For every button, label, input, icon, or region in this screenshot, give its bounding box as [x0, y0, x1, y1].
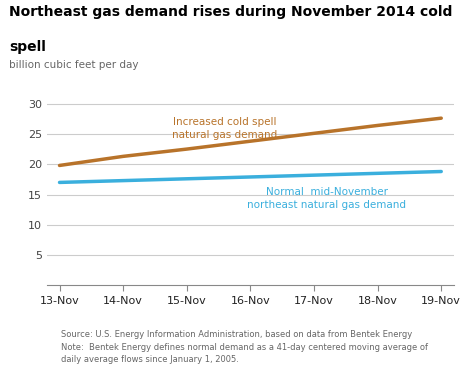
Text: Source: U.S. Energy Information Administration, based on data from Bentek Energy: Source: U.S. Energy Information Administ…: [61, 330, 428, 364]
Text: Northeast gas demand rises during November 2014 cold: Northeast gas demand rises during Novemb…: [9, 5, 453, 19]
Text: Normal  mid-November
northeast natural gas demand: Normal mid-November northeast natural ga…: [247, 187, 406, 210]
Text: billion cubic feet per day: billion cubic feet per day: [9, 60, 139, 70]
Text: Increased cold spell
natural gas demand: Increased cold spell natural gas demand: [172, 117, 278, 140]
Text: spell: spell: [9, 40, 46, 53]
